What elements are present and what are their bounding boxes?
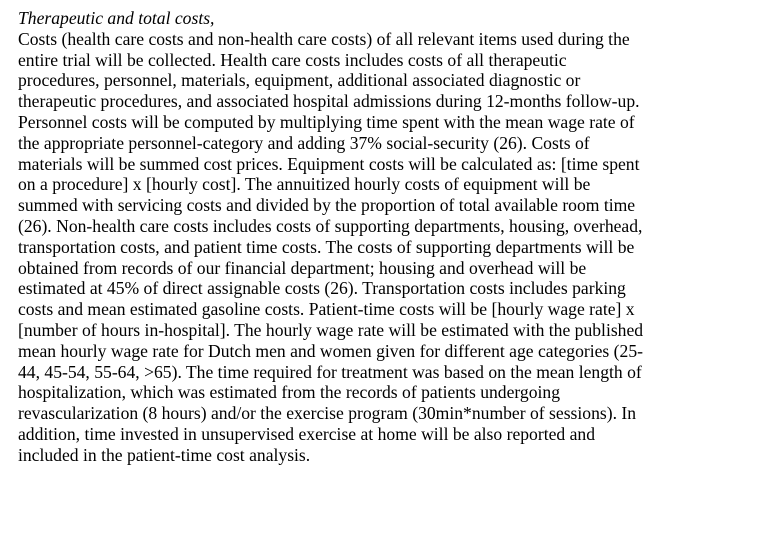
body-line: estimated at 45% of direct assignable co… — [18, 278, 626, 299]
body-line: Costs (health care costs and non-health … — [18, 28, 630, 49]
body-line: 44, 45-54, 55-64, >65). The time require… — [18, 361, 642, 382]
body-line: Personnel costs will be computed by mult… — [18, 111, 635, 132]
section-heading: Therapeutic and total costs, — [18, 8, 215, 28]
body-line: costs and mean estimated gasoline costs.… — [18, 299, 635, 320]
body-line: summed with servicing costs and divided … — [18, 195, 636, 216]
body-line: obtained from records of our financial d… — [18, 257, 587, 278]
body-line: entire trial will be collected. Health c… — [18, 49, 567, 70]
body-line: procedures, personnel, materials, equipm… — [18, 70, 581, 91]
body-line: on a procedure] x [hourly cost]. The ann… — [18, 174, 591, 195]
body-line: revascularization (8 hours) and/or the e… — [18, 403, 637, 424]
body-line: materials will be summed cost prices. Eq… — [18, 153, 640, 174]
body-line: [number of hours in-hospital]. The hourl… — [18, 319, 644, 340]
body-line: transportation costs, and patient time c… — [18, 236, 635, 257]
body-line: the appropriate personnel-category and a… — [18, 132, 590, 153]
body-line: included in the patient-time cost analys… — [18, 444, 311, 465]
body-line: mean hourly wage rate for Dutch men and … — [18, 340, 643, 361]
body-line: addition, time invested in unsupervised … — [18, 423, 596, 444]
section-body: Costs (health care costs and non-health … — [18, 29, 748, 466]
body-line: therapeutic procedures, and associated h… — [18, 91, 640, 112]
body-line: (26). Non-health care costs includes cos… — [18, 215, 643, 236]
document-page: Therapeutic and total costs, Costs (heal… — [18, 8, 748, 466]
body-line: hospitalization, which was estimated fro… — [18, 382, 561, 403]
